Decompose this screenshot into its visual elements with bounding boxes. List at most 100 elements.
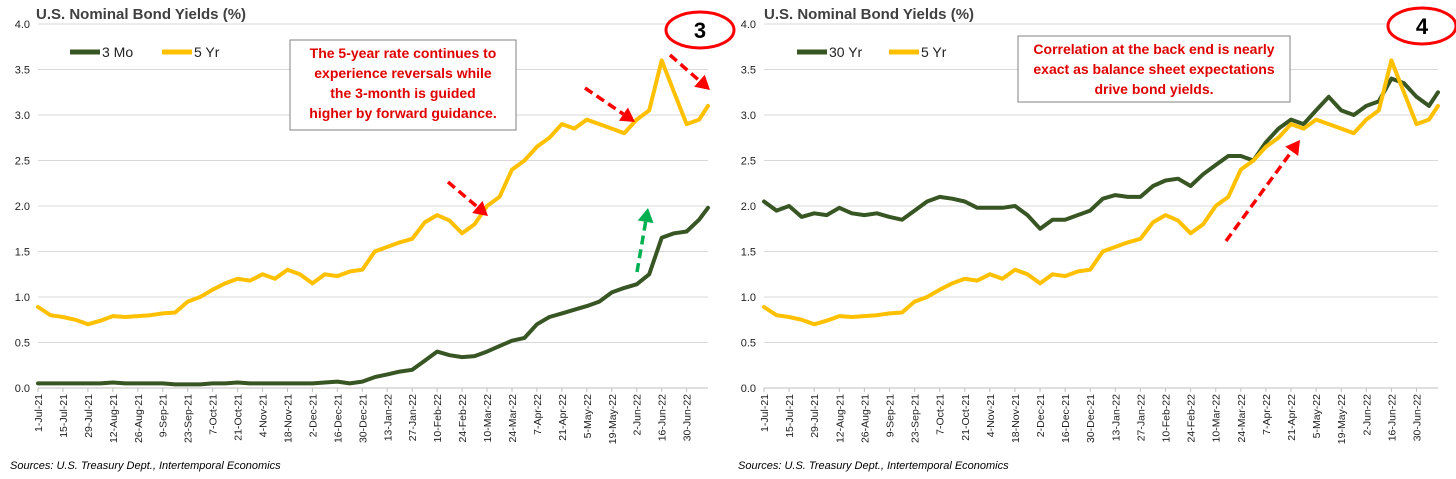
x-tick-label: 2-Dec-21	[1035, 394, 1047, 437]
x-tick-label: 30-Dec-21	[357, 394, 369, 443]
x-tick-label: 23-Sep-21	[183, 394, 195, 443]
red-arrow-head	[618, 107, 635, 122]
badge-ellipse	[664, 10, 736, 50]
x-tick-label: 16-Jun-22	[657, 394, 669, 441]
x-tick-label: 26-Aug-21	[859, 394, 871, 443]
x-tick-label: 9-Sep-21	[884, 394, 896, 437]
x-tick-label: 7-Apr-22	[1261, 394, 1273, 435]
x-tick-label: 1-Jul-21	[759, 394, 771, 432]
x-tick-label: 21-Apr-22	[1286, 394, 1298, 441]
x-tick-label: 24-Feb-22	[1186, 394, 1198, 443]
x-tick-label: 10-Mar-22	[482, 394, 494, 443]
legend-label: 3 Mo	[102, 44, 133, 60]
x-tick-label: 21-Apr-22	[557, 394, 569, 441]
x-tick-label: 27-Jan-22	[1135, 394, 1147, 441]
x-tick-label: 7-Oct-21	[208, 394, 220, 435]
x-tick-label: 10-Feb-22	[432, 394, 444, 443]
x-tick-label: 27-Jan-22	[407, 394, 419, 441]
y-tick-label: 3.0	[15, 110, 30, 122]
y-tick-label: 1.5	[741, 247, 756, 259]
y-tick-label: 0.5	[741, 338, 756, 350]
x-tick-label: 2-Dec-21	[307, 394, 319, 437]
x-tick-label: 12-Aug-21	[108, 394, 120, 443]
y-tick-label: 0.5	[15, 338, 30, 350]
y-tick-label: 3.0	[741, 110, 756, 122]
x-tick-label: 24-Mar-22	[507, 394, 519, 443]
x-tick-label: 18-Nov-21	[282, 394, 294, 443]
x-tick-label: 30-Jun-22	[1411, 394, 1423, 441]
y-tick-label: 2.5	[15, 156, 30, 168]
y-tick-label: 2.0	[741, 201, 756, 213]
y-tick-label: 4.0	[741, 19, 756, 31]
x-tick-label: 24-Feb-22	[457, 394, 469, 443]
legend-label: 30 Yr	[829, 44, 863, 60]
legend-label: 5 Yr	[194, 44, 220, 60]
x-tick-label: 19-May-22	[1336, 394, 1348, 444]
series-line-5-yr	[36, 58, 710, 327]
red-arrow-head	[1285, 140, 1300, 157]
chart-title: U.S. Nominal Bond Yields (%)	[36, 6, 246, 23]
x-tick-label: 16-Dec-21	[332, 394, 344, 443]
x-tick-label: 2-Jun-22	[1361, 394, 1373, 436]
x-tick-label: 26-Aug-21	[133, 394, 145, 443]
annotation-line: The 5-year rate continues to	[310, 45, 497, 61]
x-tick-label: 9-Sep-21	[158, 394, 170, 437]
chart-1: U.S. Nominal Bond Yields (%) 0.0 0.5 1.0 1.5…	[10, 6, 736, 472]
series-line-5-yr	[762, 58, 1440, 327]
annotation-box	[289, 39, 517, 131]
y-tick-label: 2.5	[741, 156, 756, 168]
annotation-line: exact as balance sheet expectations	[1033, 61, 1274, 77]
annotation-line: experience reversals while	[314, 65, 492, 81]
x-tick-label: 30-Jun-22	[682, 394, 694, 441]
x-tick-label: 15-Jul-21	[784, 394, 796, 438]
annotation-line: higher by forward guidance.	[309, 105, 496, 121]
x-tick-label: 4-Nov-21	[985, 394, 997, 437]
x-tick-label: 5-May-22	[1311, 394, 1323, 439]
y-tick-label: 1.5	[15, 247, 30, 259]
x-tick-label: 16-Jun-22	[1386, 394, 1398, 441]
x-tick-label: 29-Jul-21	[809, 394, 821, 438]
y-tick-label: 1.0	[741, 292, 756, 304]
red-arrow-shaft	[446, 180, 479, 209]
x-tick-label: 10-Feb-22	[1161, 394, 1173, 443]
x-tick-label: 21-Oct-21	[960, 394, 972, 441]
x-tick-label: 30-Dec-21	[1085, 394, 1097, 443]
y-tick-label: 0.0	[741, 383, 756, 395]
x-tick-label: 19-May-22	[607, 394, 619, 444]
x-tick-label: 23-Sep-21	[910, 394, 922, 443]
x-tick-label: 16-Dec-21	[1060, 394, 1072, 443]
x-tick-label: 12-Aug-21	[834, 394, 846, 443]
red-arrow-shaft	[1224, 150, 1294, 243]
badge-number: 4	[1416, 14, 1429, 39]
y-tick-label: 3.5	[15, 65, 30, 77]
x-tick-label: 2-Jun-22	[632, 394, 644, 436]
x-tick-label: 29-Jul-21	[83, 394, 95, 438]
y-tick-label: 0.0	[15, 383, 30, 395]
x-tick-label: 10-Mar-22	[1211, 394, 1223, 443]
legend-label: 5 Yr	[921, 44, 947, 60]
x-tick-label: 7-Oct-21	[935, 394, 947, 435]
x-tick-label: 13-Jan-22	[1110, 394, 1122, 441]
chart-title: U.S. Nominal Bond Yields (%)	[764, 6, 974, 23]
x-tick-label: 4-Nov-21	[258, 394, 270, 437]
red-arrow-head	[472, 200, 488, 216]
annotation-box	[1017, 35, 1291, 103]
annotation-line: the 3-month is guided	[330, 85, 475, 101]
badge-number: 3	[694, 18, 706, 43]
green-arrow-head	[637, 208, 654, 224]
x-tick-label: 13-Jan-22	[382, 394, 394, 441]
red-arrow-shaft	[584, 86, 625, 116]
y-tick-label: 1.0	[15, 292, 30, 304]
series-line-30-yr	[762, 76, 1440, 231]
x-tick-label: 18-Nov-21	[1010, 394, 1022, 443]
x-tick-label: 24-Mar-22	[1236, 394, 1248, 443]
annotation-line: drive bond yields.	[1094, 81, 1213, 97]
y-tick-label: 3.5	[741, 65, 756, 77]
x-tick-label: 15-Jul-21	[58, 394, 70, 438]
badge-ellipse	[1386, 6, 1456, 46]
y-tick-label: 2.0	[15, 201, 30, 213]
annotation-line: Correlation at the back end is nearly	[1033, 41, 1274, 57]
red-arrow-head	[694, 74, 710, 90]
